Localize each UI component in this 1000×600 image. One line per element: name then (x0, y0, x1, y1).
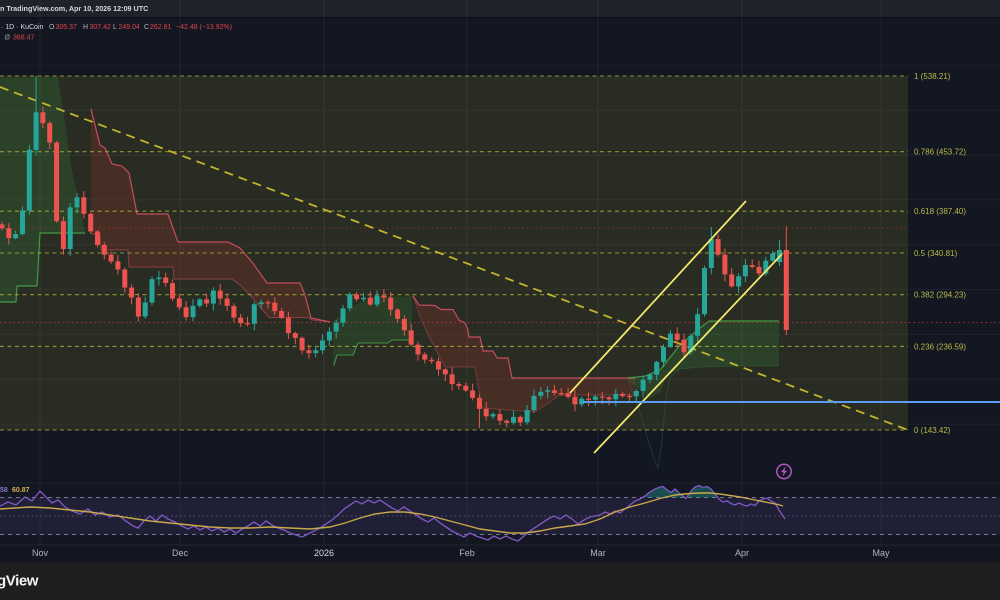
svg-text:−42.48 (−13.92%): −42.48 (−13.92%) (176, 24, 232, 31)
svg-text:C: C (144, 24, 149, 31)
svg-text:0.236 (236.59): 0.236 (236.59) (914, 342, 966, 351)
svg-text:O: O (49, 24, 55, 31)
svg-text:60.87: 60.87 (12, 487, 30, 494)
svg-text:n TradingView.com, Apr 10, 202: n TradingView.com, Apr 10, 2026 12:09 UT… (0, 4, 148, 13)
svg-text:Apr: Apr (735, 548, 749, 558)
svg-text:L: L (113, 24, 117, 31)
svg-text:307.42: 307.42 (90, 24, 112, 31)
svg-text:H: H (83, 24, 88, 31)
svg-text:0.618 (387.40): 0.618 (387.40) (914, 207, 966, 216)
svg-text:1 (538.21): 1 (538.21) (914, 72, 951, 81)
svg-text:Feb: Feb (459, 548, 475, 558)
svg-text:262.61: 262.61 (150, 24, 172, 31)
svg-text:58: 58 (0, 487, 8, 494)
svg-text:305.37: 305.37 (56, 24, 78, 31)
svg-text:Dec: Dec (172, 548, 189, 558)
svg-text:2026: 2026 (314, 548, 334, 558)
svg-text:249.04: 249.04 (119, 24, 141, 31)
svg-text:· 1D · KuCoin: · 1D · KuCoin (1, 24, 44, 31)
svg-text:Nov: Nov (32, 548, 49, 558)
svg-text:gView: gView (0, 573, 39, 590)
svg-text:0.786 (453.72): 0.786 (453.72) (914, 148, 966, 157)
svg-text:May: May (872, 548, 890, 558)
svg-text:368.47: 368.47 (13, 35, 35, 42)
svg-text:0 (143.42): 0 (143.42) (914, 426, 951, 435)
svg-text:Ø: Ø (5, 35, 11, 42)
svg-text:0.5 (340.81): 0.5 (340.81) (914, 249, 957, 258)
svg-text:0.382 (294.23): 0.382 (294.23) (914, 291, 966, 300)
svg-text:Mar: Mar (590, 548, 606, 558)
